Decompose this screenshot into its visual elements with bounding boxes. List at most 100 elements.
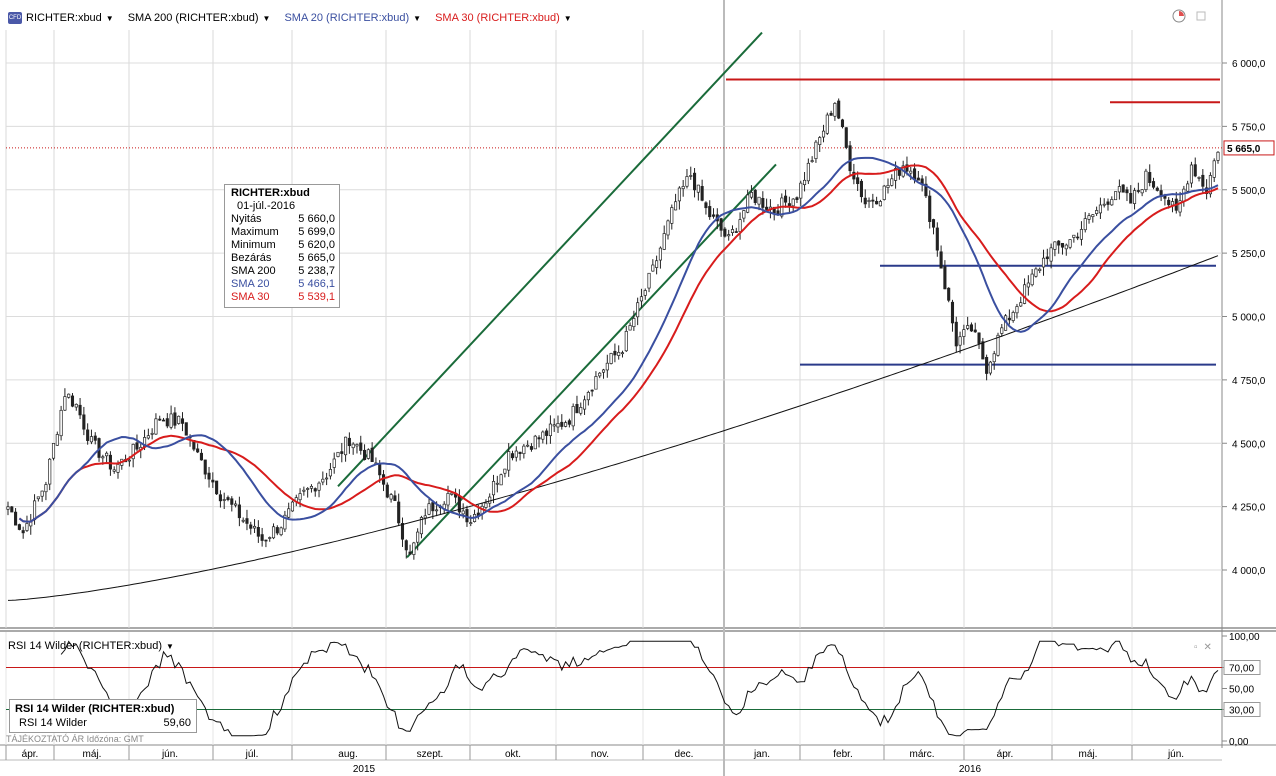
footnote: TÁJÉKOZTATÓ ÁR Időzóna: GMT — [6, 734, 144, 744]
candle-body — [340, 451, 344, 454]
candle-body — [746, 194, 750, 213]
candle-body — [753, 189, 757, 203]
chevron-down-icon[interactable]: ▼ — [563, 13, 572, 23]
chevron-down-icon[interactable]: ▼ — [105, 13, 114, 23]
candle-body — [791, 198, 795, 207]
info-row-label: SMA 200 — [231, 265, 276, 277]
chevron-down-icon[interactable]: ▼ — [413, 13, 422, 23]
maximize-icon[interactable]: ▫ — [1194, 642, 1198, 653]
candle-body — [840, 119, 845, 128]
candle-body — [514, 450, 518, 458]
candle-body — [1144, 170, 1148, 191]
legend-sma200[interactable]: SMA 200 (RICHTER:xbud) ▼ — [128, 12, 271, 24]
candle-body — [1034, 268, 1038, 277]
rsi-tick-box — [1223, 702, 1261, 717]
candle-body — [890, 178, 894, 186]
candle-body — [408, 551, 412, 555]
close-icon[interactable]: ✕ — [1203, 642, 1212, 653]
candle-body — [681, 186, 685, 190]
cfd-icon: CFD — [8, 12, 22, 24]
candle-body — [1000, 327, 1004, 334]
candle-body — [1038, 268, 1042, 271]
candle-body — [1163, 195, 1167, 199]
candle-body — [196, 448, 200, 453]
candle-body — [370, 447, 374, 463]
candle-body — [628, 325, 632, 331]
month-label: okt. — [505, 749, 521, 760]
price-tick-label: 5 250,0 — [1232, 249, 1266, 260]
candle-body — [230, 498, 234, 505]
rsi-info-box: RSI 14 Wilder (RICHTER:xbud) RSI 14 Wild… — [9, 699, 197, 733]
chevron-down-icon[interactable]: ▼ — [166, 641, 174, 651]
legend-instrument-label: RICHTER:xbud — [26, 12, 102, 24]
candle-body — [1114, 191, 1118, 201]
candle-body — [222, 499, 226, 501]
candle-body — [1015, 306, 1019, 314]
candle-body — [666, 220, 670, 236]
legend-sma20[interactable]: SMA 20 (RICHTER:xbud) ▼ — [284, 12, 421, 24]
candle-body — [742, 210, 746, 219]
candle-body — [40, 490, 44, 497]
candle-body — [571, 406, 575, 427]
info-row: SMA 200 5 238,7 — [231, 265, 335, 278]
candle-body — [605, 362, 609, 371]
candle-body — [237, 504, 241, 519]
candle-body — [837, 100, 841, 119]
candle-body — [1072, 234, 1076, 238]
candle-body — [693, 172, 697, 191]
candle-body — [317, 482, 321, 491]
candle-body — [1102, 203, 1106, 206]
candle-body — [939, 251, 943, 269]
candle-body — [825, 114, 829, 134]
maximize-icon[interactable] — [1194, 9, 1208, 23]
info-rows: Nyitás 5 660,0 Maximum 5 699,0 Minimum 5 62… — [231, 213, 335, 304]
rsi-legend[interactable]: RSI 14 Wilder (RICHTER:xbud) ▼ — [8, 640, 174, 652]
candle-body — [928, 195, 932, 222]
price-tick-label: 4 000,0 — [1232, 566, 1266, 577]
month-label: jún. — [1167, 749, 1184, 760]
candle-body — [48, 458, 52, 485]
candle-body — [545, 430, 549, 436]
info-row: Bezárás 5 665,0 — [231, 252, 335, 265]
candle-body — [1041, 257, 1046, 268]
rsi-tick-label: 70,00 — [1229, 664, 1254, 675]
price-tick-label: 5 000,0 — [1232, 313, 1266, 324]
candle-body — [423, 515, 427, 519]
candle-body — [992, 353, 996, 363]
candle-body — [916, 177, 920, 181]
candle-body — [658, 247, 662, 261]
price-tick-label: 4 750,0 — [1232, 376, 1266, 387]
last-price-box — [1223, 140, 1275, 156]
candle-body — [1098, 204, 1102, 214]
candle-body — [966, 325, 970, 329]
candle-body — [1205, 187, 1209, 195]
candle-body — [332, 458, 336, 468]
candle-body — [1060, 242, 1065, 248]
candle-body — [1053, 241, 1057, 250]
candle-body — [419, 517, 423, 535]
candle-body — [833, 103, 837, 117]
month-label: máj. — [83, 749, 102, 760]
candle-body — [829, 112, 833, 116]
info-row-label: SMA 20 — [231, 278, 270, 290]
sma20-line — [18, 156, 1219, 523]
candle-body — [1079, 229, 1083, 240]
candle-body — [279, 527, 283, 536]
candle-body — [711, 214, 716, 217]
candle-body — [738, 219, 742, 232]
legend-instrument[interactable]: CFD RICHTER:xbud ▼ — [8, 12, 114, 24]
candle-body — [298, 493, 302, 501]
candle-body — [784, 195, 788, 203]
candle-body — [556, 423, 560, 428]
candle-body — [127, 459, 131, 462]
candle-body — [533, 435, 537, 450]
candle-body — [988, 361, 992, 374]
clock-icon[interactable] — [1172, 9, 1186, 23]
legend-sma30[interactable]: SMA 30 (RICHTER:xbud) ▼ — [435, 12, 572, 24]
chevron-down-icon[interactable]: ▼ — [262, 13, 271, 23]
candle-body — [821, 130, 826, 138]
candle-body — [719, 218, 723, 231]
candle-body — [537, 437, 541, 440]
candle-body — [290, 501, 295, 512]
